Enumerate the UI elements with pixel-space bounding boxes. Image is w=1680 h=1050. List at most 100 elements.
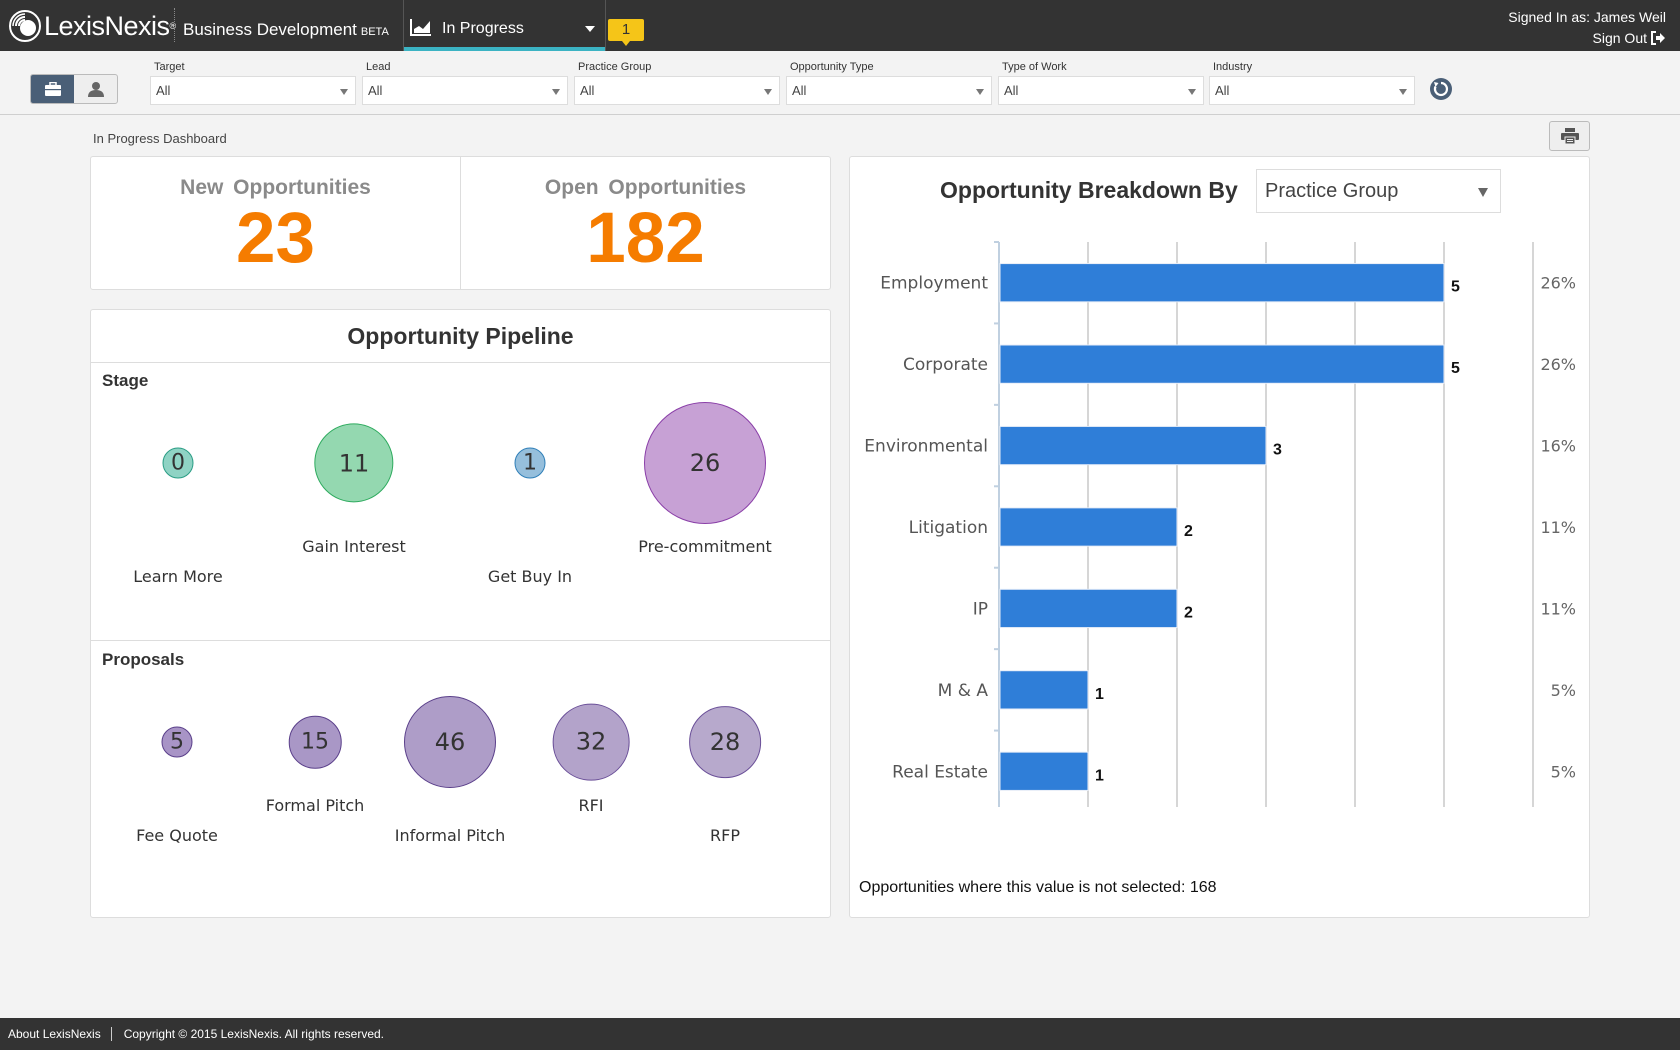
sign-out-link[interactable]: Sign Out — [1593, 30, 1666, 46]
bubble-label: Get Buy In — [487, 567, 573, 586]
filter-lead: Lead All — [362, 60, 568, 105]
filter-label: Opportunity Type — [790, 61, 874, 73]
filter-value: All — [1215, 83, 1230, 98]
reset-filters-icon[interactable] — [1430, 78, 1452, 100]
bar — [999, 588, 1178, 629]
opportunity-type-select[interactable]: All — [786, 76, 992, 105]
category-label: Employment — [880, 274, 988, 294]
percent-label: 26% — [1540, 355, 1576, 374]
bubble-value: 28 — [709, 727, 741, 756]
sign-out-icon — [1651, 31, 1665, 45]
bubble-value: 0 — [171, 450, 185, 476]
filter-label: Type of Work — [1002, 61, 1067, 73]
kpi-card: New Opportunities 23 Open Opportunities … — [90, 156, 831, 290]
filter-value: All — [1004, 83, 1019, 98]
percent-label: 16% — [1540, 437, 1576, 456]
percent-label: 5% — [1551, 762, 1576, 781]
user-icon — [87, 82, 104, 97]
pipeline-bubble[interactable]: 11 — [314, 423, 394, 503]
bubble-value: 11 — [338, 449, 370, 477]
category-label: M & A — [938, 681, 989, 701]
pipeline-title: Opportunity Pipeline — [91, 310, 830, 363]
pipeline-card: Opportunity Pipeline Stage Proposals 0 Le… — [90, 309, 831, 918]
view-selector[interactable]: In Progress — [403, 0, 606, 51]
briefcase-icon — [44, 82, 61, 96]
filter-value: All — [368, 83, 383, 98]
logo[interactable]: LexisNexis ® — [8, 9, 176, 43]
kpi-label: New Opportunities — [180, 176, 371, 199]
bubble-value: 32 — [575, 728, 607, 756]
pipeline-bubble[interactable]: 0 — [162, 447, 194, 479]
kpi-open-opportunities[interactable]: Open Opportunities 182 — [461, 157, 830, 289]
kpi-value: 23 — [236, 199, 315, 278]
data-label: 3 — [1273, 442, 1282, 459]
bubble-label: Pre-commitment — [638, 537, 772, 556]
proposals-section-title: Proposals — [102, 650, 185, 669]
app-title: Business Development BETA — [183, 20, 389, 40]
kpi-new-opportunities[interactable]: New Opportunities 23 — [91, 157, 461, 289]
header-divider — [174, 8, 175, 42]
notification-badge[interactable]: 1 — [608, 19, 644, 46]
registered-mark: ® — [169, 21, 177, 31]
breakdown-dimension-select[interactable]: Practice Group — [1256, 169, 1501, 213]
pipeline-bubble[interactable]: 32 — [552, 703, 630, 781]
bar — [999, 751, 1089, 791]
category-label: Real Estate — [892, 762, 988, 782]
pipeline-bubble[interactable]: 26 — [644, 402, 766, 524]
business-mode-button[interactable] — [31, 75, 74, 103]
filter-target: Target All — [150, 60, 356, 105]
pipeline-bubble[interactable]: 28 — [689, 706, 761, 778]
about-link[interactable]: About LexisNexis — [8, 1027, 101, 1041]
bubble-label: RFP — [710, 826, 740, 845]
signed-in-user: Signed In as: James Weil — [1508, 9, 1666, 25]
top-bar: LexisNexis ® Business Development BETA In … — [0, 0, 1680, 51]
bubble-value: 26 — [689, 449, 721, 477]
industry-select[interactable]: All — [1209, 76, 1415, 105]
active-underline — [404, 47, 605, 51]
practice-group-select[interactable]: All — [574, 76, 780, 105]
bar — [999, 344, 1445, 384]
data-label: 2 — [1184, 604, 1193, 621]
pipeline-bubble[interactable]: 5 — [161, 726, 193, 758]
print-icon — [1560, 128, 1579, 144]
bubble-label: Formal Pitch — [265, 796, 365, 815]
breakdown-bar-chart: 0123456Employment526%Corporate526%Enviro… — [864, 241, 1576, 807]
area-chart-icon — [410, 19, 431, 36]
data-label: 5 — [1451, 360, 1460, 377]
filter-label: Target — [154, 61, 185, 73]
percent-label: 11% — [1540, 518, 1576, 537]
data-label: 1 — [1095, 686, 1104, 703]
bar — [999, 425, 1267, 466]
stage-section-title: Stage — [102, 371, 149, 390]
bubble-label: Informal Pitch — [394, 826, 506, 845]
caret-down-icon — [764, 89, 772, 95]
copyright-text: Copyright © 2015 LexisNexis. All rights … — [123, 1027, 385, 1041]
filter-value: All — [580, 83, 595, 98]
section-divider — [91, 640, 830, 641]
print-button[interactable] — [1549, 121, 1590, 151]
beta-badge: BETA — [360, 26, 389, 38]
category-label: IP — [973, 599, 988, 619]
person-mode-button[interactable] — [74, 75, 117, 103]
category-label: Litigation — [909, 518, 988, 538]
data-label: 1 — [1095, 767, 1104, 784]
pipeline-bubble[interactable]: 1 — [514, 447, 546, 479]
percent-label: 26% — [1540, 274, 1576, 293]
bubble-value: 15 — [301, 729, 329, 755]
bubble-label: RFI — [578, 796, 604, 815]
bubble-value: 46 — [434, 728, 466, 756]
type-of-work-select[interactable]: All — [998, 76, 1204, 105]
target-select[interactable]: All — [150, 76, 356, 105]
lead-select[interactable]: All — [362, 76, 568, 105]
filter-label: Industry — [1213, 61, 1253, 73]
kpi-value: 182 — [586, 199, 705, 278]
pipeline-bubble[interactable]: 46 — [404, 696, 496, 788]
filter-label: Practice Group — [578, 61, 652, 73]
footer-divider — [110, 1027, 112, 1041]
bubble-value: 5 — [170, 729, 184, 755]
kpi-label: Open Opportunities — [544, 176, 747, 199]
filter-value: All — [156, 83, 171, 98]
data-label: 5 — [1451, 279, 1460, 296]
pipeline-bubble[interactable]: 15 — [288, 715, 342, 769]
filter-type-of-work: Type of Work All — [998, 60, 1204, 105]
